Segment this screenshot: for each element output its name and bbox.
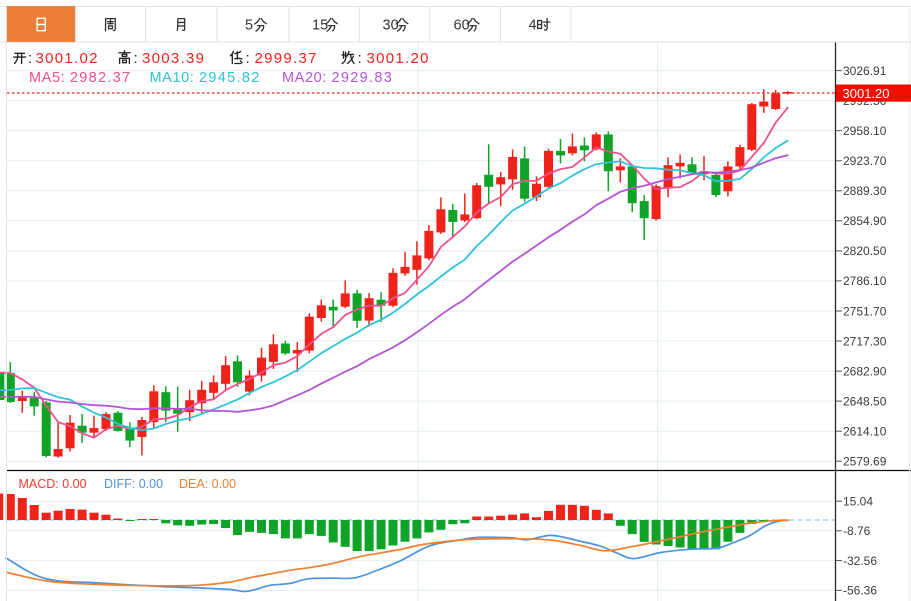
svg-text:2717.30: 2717.30 bbox=[843, 334, 887, 348]
svg-text::: : bbox=[246, 50, 250, 67]
svg-text:2999.37: 2999.37 bbox=[255, 50, 318, 67]
svg-text:4: 4 bbox=[529, 18, 537, 34]
svg-text:5: 5 bbox=[245, 18, 253, 34]
svg-text:15: 15 bbox=[312, 18, 328, 34]
svg-text:30: 30 bbox=[383, 18, 399, 34]
svg-text:2648.50: 2648.50 bbox=[843, 394, 887, 408]
svg-text:-56.36: -56.36 bbox=[843, 584, 877, 598]
svg-text:2889.30: 2889.30 bbox=[843, 184, 887, 198]
svg-text:DEA: 0.00: DEA: 0.00 bbox=[179, 477, 236, 491]
svg-text:MA10: 2945.82: MA10: 2945.82 bbox=[150, 70, 261, 86]
svg-text:3026.91: 3026.91 bbox=[843, 64, 887, 78]
svg-text:3001.20: 3001.20 bbox=[843, 86, 890, 101]
svg-text:2820.50: 2820.50 bbox=[843, 244, 887, 258]
svg-text:2854.90: 2854.90 bbox=[843, 214, 887, 228]
svg-text:2579.69: 2579.69 bbox=[843, 455, 887, 469]
svg-text:15.04: 15.04 bbox=[843, 495, 873, 509]
svg-text:2958.10: 2958.10 bbox=[843, 124, 887, 138]
svg-text::: : bbox=[358, 50, 362, 67]
svg-text:2682.90: 2682.90 bbox=[843, 364, 887, 378]
svg-text:MA20: 2929.83: MA20: 2929.83 bbox=[282, 70, 393, 86]
svg-text:2614.10: 2614.10 bbox=[843, 425, 887, 439]
svg-text::: : bbox=[28, 50, 32, 67]
svg-text:MACD: 0.00: MACD: 0.00 bbox=[19, 477, 87, 491]
svg-text:3001.20: 3001.20 bbox=[367, 50, 430, 67]
svg-text:3003.39: 3003.39 bbox=[142, 50, 205, 67]
svg-text:2786.10: 2786.10 bbox=[843, 274, 887, 288]
svg-text:DIFF: 0.00: DIFF: 0.00 bbox=[104, 477, 163, 491]
svg-text:60: 60 bbox=[454, 18, 470, 34]
svg-text:-32.56: -32.56 bbox=[843, 554, 877, 568]
svg-text:2751.70: 2751.70 bbox=[843, 304, 887, 318]
svg-text:2923.70: 2923.70 bbox=[843, 154, 887, 168]
svg-text:MA5: 2982.37: MA5: 2982.37 bbox=[29, 70, 131, 86]
svg-text::: : bbox=[134, 50, 138, 67]
svg-text:3001.02: 3001.02 bbox=[36, 50, 99, 67]
svg-text:-8.76: -8.76 bbox=[843, 524, 871, 538]
